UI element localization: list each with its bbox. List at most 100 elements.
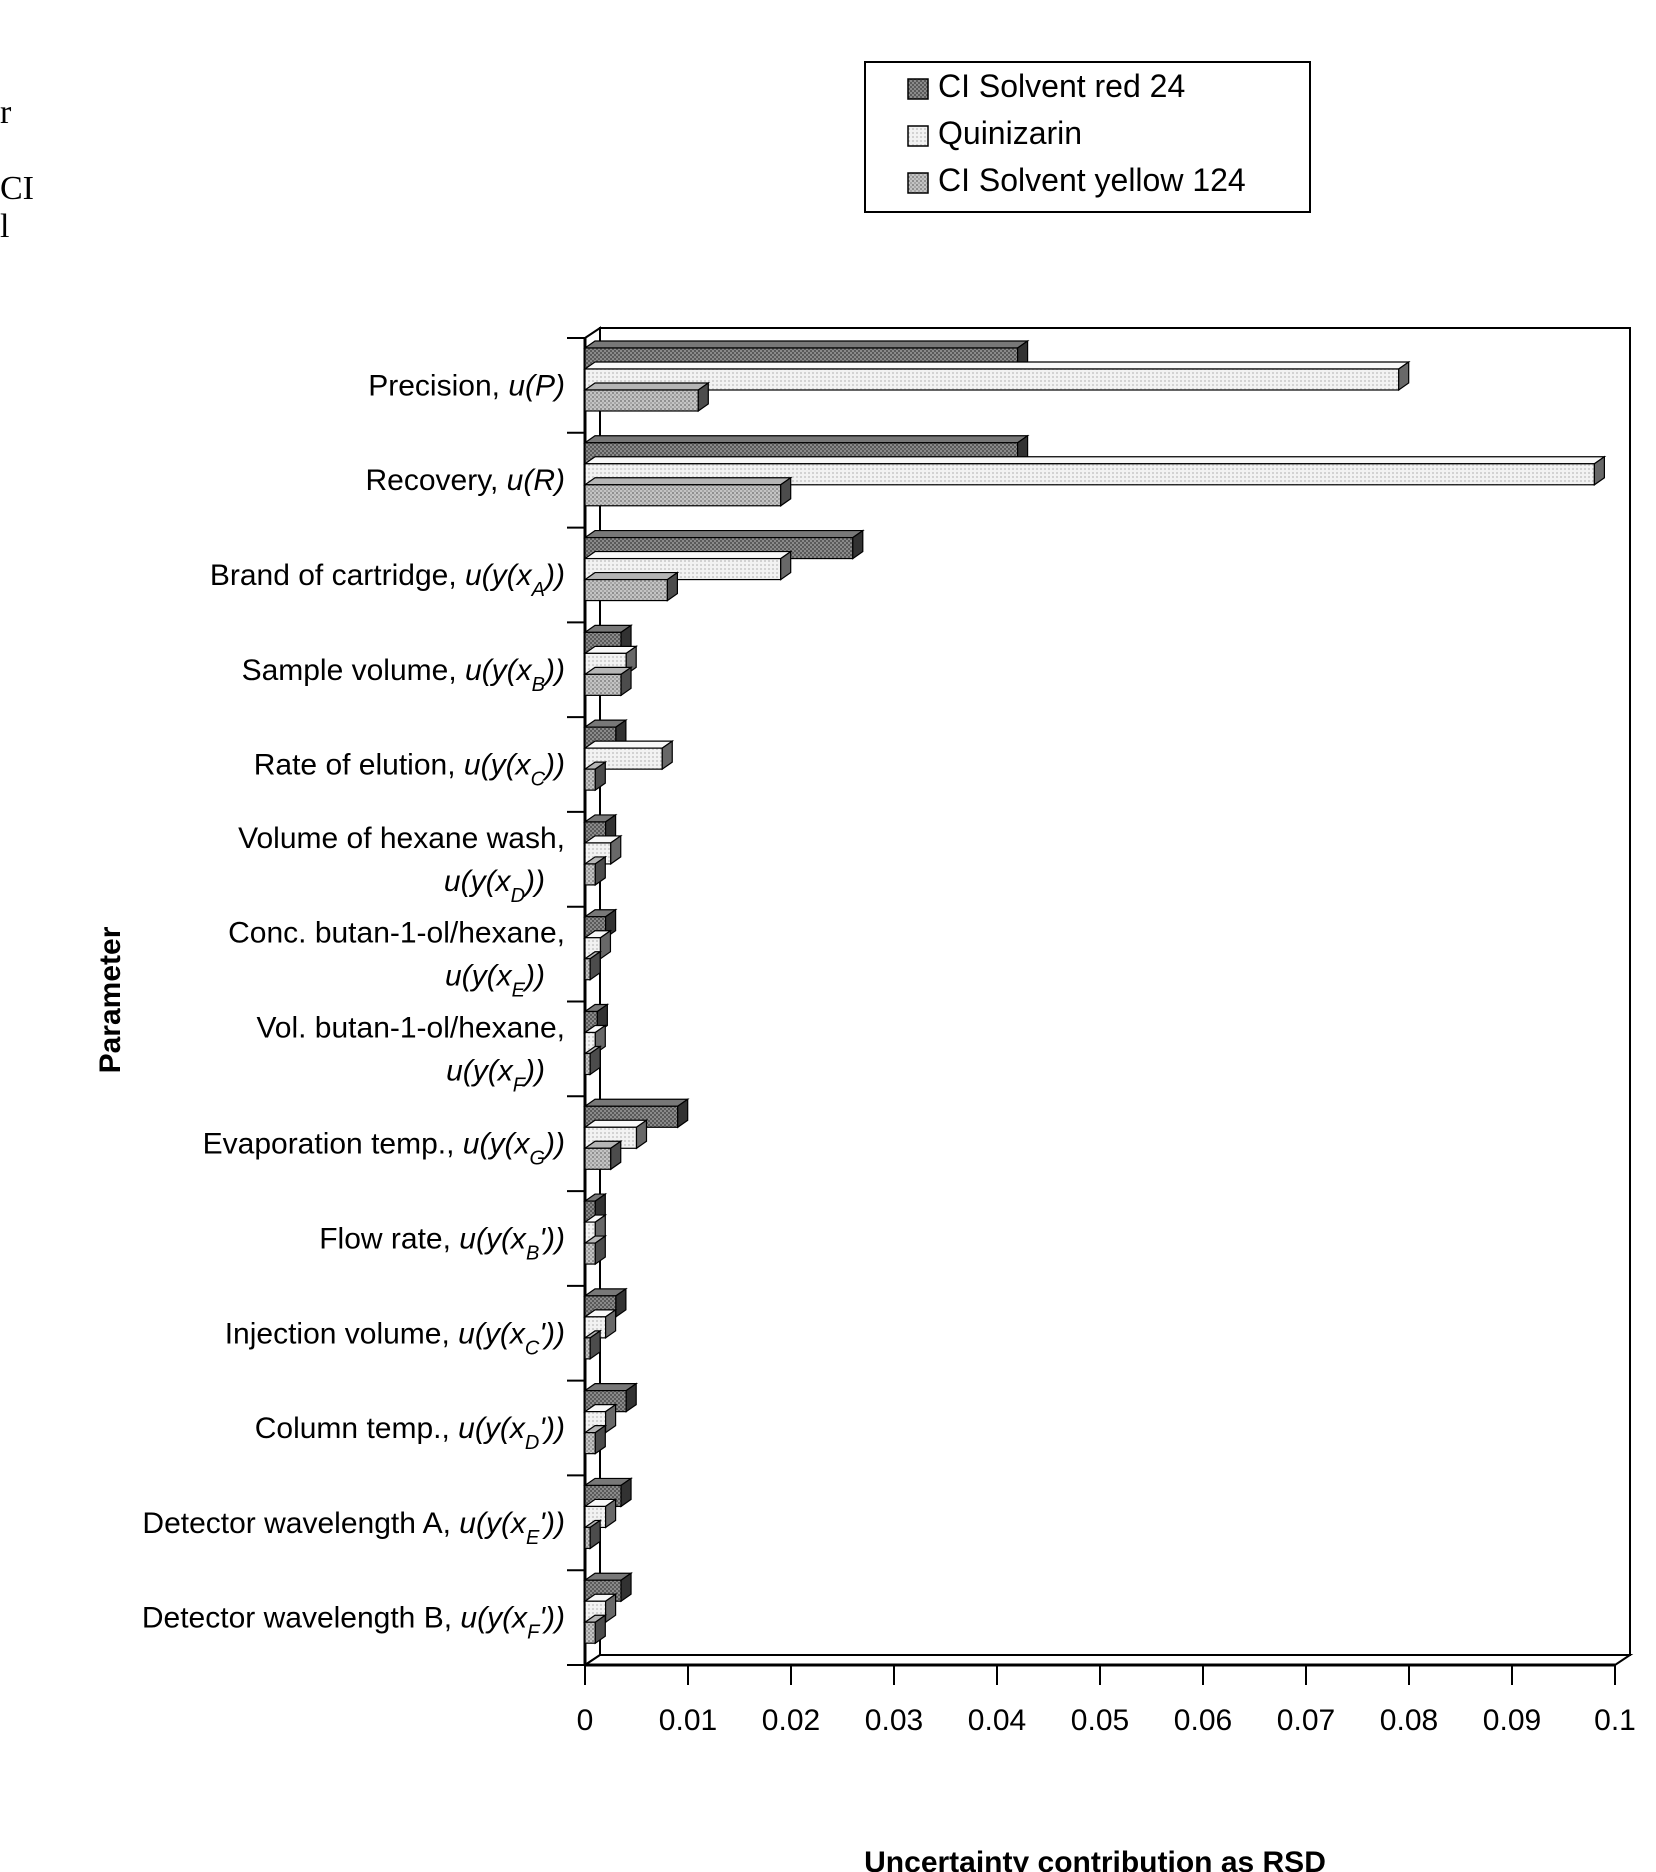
category-label-part: Flow rate, bbox=[319, 1222, 459, 1255]
category-label-part: ')) bbox=[539, 1412, 565, 1445]
x-tick-label-8: 0.08 bbox=[1380, 1704, 1438, 1737]
bar-side-face bbox=[661, 739, 673, 771]
category-label-4: Rate of elution, u(y(xC)) bbox=[254, 749, 565, 791]
legend: CI Solvent red 24 Quinizarin CI Solvent … bbox=[864, 61, 1311, 213]
bar-side-face bbox=[620, 1572, 632, 1603]
bar-front-face bbox=[584, 1147, 612, 1170]
x-tick-label-6: 0.06 bbox=[1174, 1704, 1232, 1737]
category-label-part: F bbox=[513, 1074, 527, 1096]
category-label-part: ')) bbox=[539, 1222, 565, 1255]
category-label-line: Precision, u(P) bbox=[368, 369, 565, 402]
bar-side-face bbox=[677, 1098, 689, 1129]
category-label-part: Detector wavelength B, bbox=[142, 1602, 461, 1635]
category-label-part: u(y(x bbox=[446, 1054, 514, 1087]
bar-yellow124-1 bbox=[583, 476, 793, 507]
category-label-part: )) bbox=[542, 559, 565, 592]
category-label-part: u(y(x bbox=[464, 749, 532, 782]
legend-box bbox=[864, 61, 1311, 213]
category-label-0: Precision, u(P) bbox=[368, 369, 565, 402]
category-label-line: Conc. butan-1-ol/hexane, bbox=[228, 917, 565, 950]
bar-quinizarin-6 bbox=[583, 929, 613, 960]
bar-front-face bbox=[584, 863, 596, 886]
bar-front-face bbox=[584, 1432, 596, 1455]
category-label-part: C bbox=[525, 1337, 540, 1359]
bar-yellow124-7 bbox=[583, 1045, 603, 1076]
y-axis-title: Parameter bbox=[94, 926, 127, 1073]
category-label-line: Vol. butan-1-ol/hexane, bbox=[256, 1011, 565, 1044]
bar-yellow124-4 bbox=[583, 760, 608, 792]
category-label-part: Evaporation temp., bbox=[203, 1128, 463, 1161]
legend-swatch-yellow124 bbox=[907, 172, 929, 194]
category-label-line: u(y(xE)) bbox=[445, 960, 545, 1002]
category-label-part: u(y(x bbox=[445, 960, 513, 993]
bar-side-face bbox=[610, 1140, 622, 1171]
x-tick-label-7: 0.07 bbox=[1277, 1704, 1335, 1737]
category-label-line: Recovery, u(R) bbox=[366, 464, 566, 497]
bar-quinizarin-0 bbox=[583, 360, 1411, 392]
bar-side-face bbox=[594, 1424, 606, 1455]
category-label-part: u(y(x bbox=[458, 1317, 526, 1350]
bar-top-face bbox=[583, 571, 680, 581]
bar-yellow124-10 bbox=[583, 1329, 603, 1361]
category-label-1: Recovery, u(R) bbox=[366, 464, 566, 497]
bar-front-face bbox=[584, 578, 669, 602]
bar-quinizarin-1 bbox=[583, 455, 1607, 486]
bar-top-face bbox=[583, 1098, 690, 1107]
category-label-9: Flow rate, u(y(xB')) bbox=[319, 1222, 565, 1264]
x-tick-label-10: 0.1 bbox=[1594, 1704, 1636, 1737]
category-label-part: u(y(x bbox=[460, 1602, 528, 1635]
bar-front-face bbox=[584, 389, 699, 412]
category-label-line: Detector wavelength A, u(y(xE')) bbox=[142, 1507, 565, 1549]
bar-side-face bbox=[635, 1119, 648, 1150]
legend-swatch-quinizarin bbox=[907, 125, 929, 147]
category-label-10: Injection volume, u(y(xC')) bbox=[225, 1317, 565, 1359]
bar-yellow124-2 bbox=[583, 571, 680, 602]
bar-front-face bbox=[584, 1621, 596, 1644]
bar-top-face bbox=[583, 361, 1411, 370]
bar-side-face bbox=[589, 1045, 601, 1076]
category-label-part: ')) bbox=[539, 1507, 565, 1540]
bar-top-face bbox=[583, 435, 1030, 444]
category-label-part: )) bbox=[522, 865, 545, 898]
bar-yellow124-0 bbox=[583, 381, 711, 413]
x-tick-label-4: 0.04 bbox=[968, 1704, 1026, 1737]
category-label-line: Sample volume, u(y(xB)) bbox=[242, 654, 565, 696]
bar-side-face bbox=[625, 1382, 637, 1413]
category-label-11: Column temp., u(y(xD')) bbox=[255, 1412, 565, 1454]
category-label-8: Evaporation temp., u(y(xG)) bbox=[203, 1128, 565, 1170]
category-label-line: Column temp., u(y(xD')) bbox=[255, 1412, 565, 1454]
margin-fragment-3: l bbox=[0, 208, 10, 245]
category-label-part: E bbox=[526, 1527, 540, 1549]
x-ticks-group: 0 0.01 0.02 0.03 0.04 0.05 0.06 0.07 0.08 0.09 0.1 bbox=[577, 1665, 1636, 1737]
category-label-part: u(y(x bbox=[465, 654, 533, 687]
category-label-part: Sample volume, bbox=[242, 654, 465, 687]
category-label-2: Brand of cartridge, u(y(xA)) bbox=[210, 559, 565, 601]
bar-side-face bbox=[594, 855, 606, 887]
category-label-7: Vol. butan-1-ol/hexane, u(y(xF)) bbox=[256, 1011, 565, 1096]
category-label-part: u(R) bbox=[507, 464, 565, 497]
x-tick-label-2: 0.02 bbox=[762, 1704, 820, 1737]
category-label-part: u(y(x bbox=[444, 865, 512, 898]
category-label-part: ')) bbox=[539, 1602, 565, 1635]
bar-side-face bbox=[604, 1308, 617, 1340]
bar-side-face bbox=[697, 381, 709, 413]
bar-front-face bbox=[584, 1242, 596, 1265]
category-label-part: Rate of elution, bbox=[254, 749, 464, 782]
bar-side-face bbox=[594, 1614, 606, 1645]
category-label-part: Injection volume, bbox=[225, 1317, 458, 1350]
category-label-part: )) bbox=[542, 1128, 565, 1161]
category-label-part: Detector wavelength A, bbox=[142, 1507, 459, 1540]
bar-side-face bbox=[589, 1519, 601, 1550]
x-tick-label-3: 0.03 bbox=[865, 1704, 923, 1737]
category-label-part: Precision, bbox=[368, 369, 508, 402]
category-label-part: u(y(x bbox=[465, 559, 533, 592]
category-label-part: u(y(x bbox=[459, 1222, 527, 1255]
category-label-line: Brand of cartridge, u(y(xA)) bbox=[210, 559, 565, 601]
bar-quinizarin-5 bbox=[583, 834, 623, 866]
category-label-part: G bbox=[529, 1148, 545, 1170]
bar-side-face bbox=[1593, 455, 1606, 486]
x-tick-label-5: 0.05 bbox=[1071, 1704, 1129, 1737]
bar-yellow124-12 bbox=[583, 1519, 603, 1550]
bar-side-face bbox=[589, 950, 601, 981]
category-label-line: Flow rate, u(y(xB')) bbox=[319, 1222, 565, 1264]
